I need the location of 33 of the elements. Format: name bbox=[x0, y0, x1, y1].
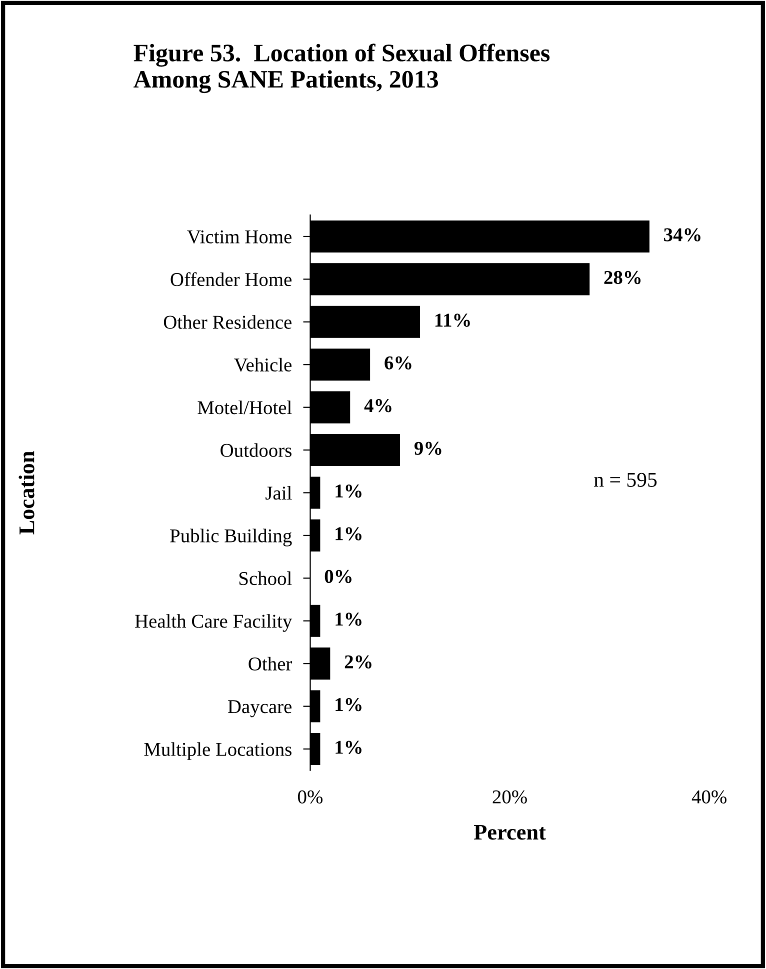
y-tick-label: Outdoors bbox=[220, 443, 292, 457]
y-tick-label: Motel/Hotel bbox=[198, 400, 292, 414]
y-axis-title: Location bbox=[18, 451, 34, 534]
x-tick-label: 20% bbox=[492, 790, 527, 804]
y-tick-label: Multiple Locations bbox=[144, 742, 292, 760]
data-label: 2% bbox=[344, 655, 372, 669]
data-label: 34% bbox=[664, 228, 700, 242]
data-label: 9% bbox=[414, 442, 442, 455]
x-tick-label: 40% bbox=[692, 790, 726, 804]
y-tick-label: School bbox=[239, 571, 292, 586]
y-tick-label: Public Building bbox=[170, 528, 292, 546]
y-tick-label: Victim Home bbox=[187, 230, 292, 244]
x-tick-label: 0% bbox=[298, 790, 323, 804]
y-tick-label: Daycare bbox=[228, 700, 292, 718]
data-label: 0% bbox=[324, 570, 352, 584]
data-label: 1% bbox=[336, 484, 362, 498]
y-tick-label: Jail bbox=[266, 486, 292, 500]
data-label: 1% bbox=[336, 612, 362, 626]
y-tick-label: Other bbox=[248, 656, 292, 671]
annotation: n = 595 bbox=[594, 472, 657, 487]
chart-title: Figure 53. Location of Sexual Offenses Among SANE Patients, 2013 bbox=[134, 44, 550, 94]
y-tick-label: Health Care Facility bbox=[135, 614, 292, 632]
data-label: 1% bbox=[336, 740, 362, 754]
data-label: 6% bbox=[384, 356, 412, 370]
data-label: 4% bbox=[364, 399, 392, 412]
y-tick-label: Vehicle bbox=[234, 358, 292, 372]
data-label: 28% bbox=[604, 270, 641, 284]
data-label: 1% bbox=[336, 698, 362, 712]
data-label: 1% bbox=[336, 527, 362, 540]
y-tick-label: Offender Home bbox=[170, 272, 292, 286]
y-tick-label: Other Residence bbox=[164, 315, 292, 329]
x-axis-title: Percent bbox=[474, 824, 546, 840]
data-label: 11% bbox=[435, 314, 470, 327]
